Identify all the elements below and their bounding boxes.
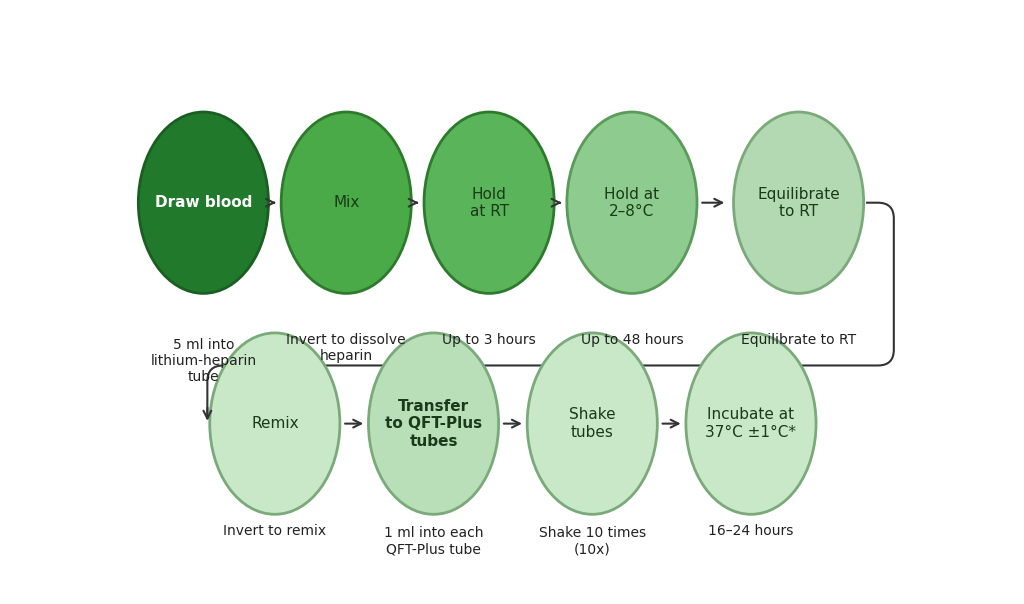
Text: Hold
at RT: Hold at RT	[470, 187, 509, 219]
Text: Incubate at
37°C ±1°C*: Incubate at 37°C ±1°C*	[706, 408, 797, 440]
Text: Mix: Mix	[333, 195, 359, 210]
Text: Draw blood: Draw blood	[155, 195, 252, 210]
Text: Invert to dissolve
heparin: Invert to dissolve heparin	[287, 333, 407, 363]
Ellipse shape	[369, 333, 499, 515]
Text: Shake
tubes: Shake tubes	[569, 408, 615, 440]
Text: Transfer
to QFT-Plus
tubes: Transfer to QFT-Plus tubes	[385, 399, 482, 449]
Ellipse shape	[733, 112, 863, 294]
Text: Hold at
2–8°C: Hold at 2–8°C	[604, 187, 659, 219]
Text: 5 ml into
lithium-heparin
tube: 5 ml into lithium-heparin tube	[151, 338, 256, 384]
Text: 1 ml into each
QFT-Plus tube: 1 ml into each QFT-Plus tube	[384, 526, 483, 556]
Ellipse shape	[210, 333, 340, 515]
Text: Up to 3 hours: Up to 3 hours	[442, 333, 536, 347]
Ellipse shape	[567, 112, 697, 294]
Text: Invert to remix: Invert to remix	[223, 524, 327, 538]
Text: Up to 48 hours: Up to 48 hours	[581, 333, 683, 347]
Ellipse shape	[686, 333, 816, 515]
Text: Equilibrate
to RT: Equilibrate to RT	[757, 187, 840, 219]
Text: 16–24 hours: 16–24 hours	[709, 524, 794, 538]
Ellipse shape	[282, 112, 412, 294]
Text: Equilibrate to RT: Equilibrate to RT	[741, 333, 856, 347]
Ellipse shape	[527, 333, 657, 515]
Text: Remix: Remix	[251, 416, 299, 431]
Ellipse shape	[424, 112, 554, 294]
Text: Shake 10 times
(10x): Shake 10 times (10x)	[539, 526, 646, 556]
Ellipse shape	[138, 112, 268, 294]
